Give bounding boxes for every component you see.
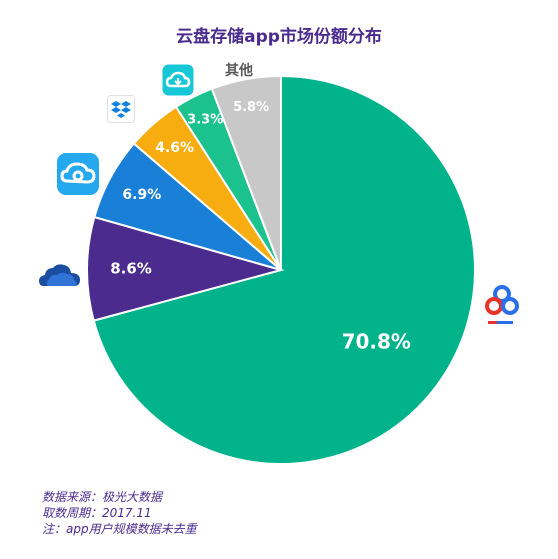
slice-data-label: 6.9% xyxy=(122,187,161,203)
chart-title: 云盘存储app市场份额分布 xyxy=(176,27,382,47)
tencent-weiyun-icon xyxy=(56,152,100,196)
slice-data-label: 70.8% xyxy=(342,329,411,353)
cloud-app-icon xyxy=(162,64,194,96)
dropbox-icon xyxy=(107,95,135,123)
data-source-note: 数据来源：极光大数据 xyxy=(42,490,163,504)
slice-data-label: 3.3% xyxy=(187,113,223,128)
other-category-label: 其他 xyxy=(225,62,253,79)
pie-slice xyxy=(86,215,285,322)
pie-slice xyxy=(210,74,282,271)
slice-data-label: 5.8% xyxy=(233,100,269,115)
slice-data-label: 8.6% xyxy=(110,260,152,278)
onedrive-icon xyxy=(38,260,82,290)
data-period-note: 取数周期：2017.11 xyxy=(42,506,152,520)
slice-data-label: 4.6% xyxy=(155,140,194,156)
dedup-note: 注：app用户规模数据未去重 xyxy=(42,522,197,536)
chart-footer: 数据来源：极光大数据 取数周期：2017.11 注：app用户规模数据未去重 xyxy=(42,489,197,537)
baidu-netdisk-icon xyxy=(482,283,522,327)
